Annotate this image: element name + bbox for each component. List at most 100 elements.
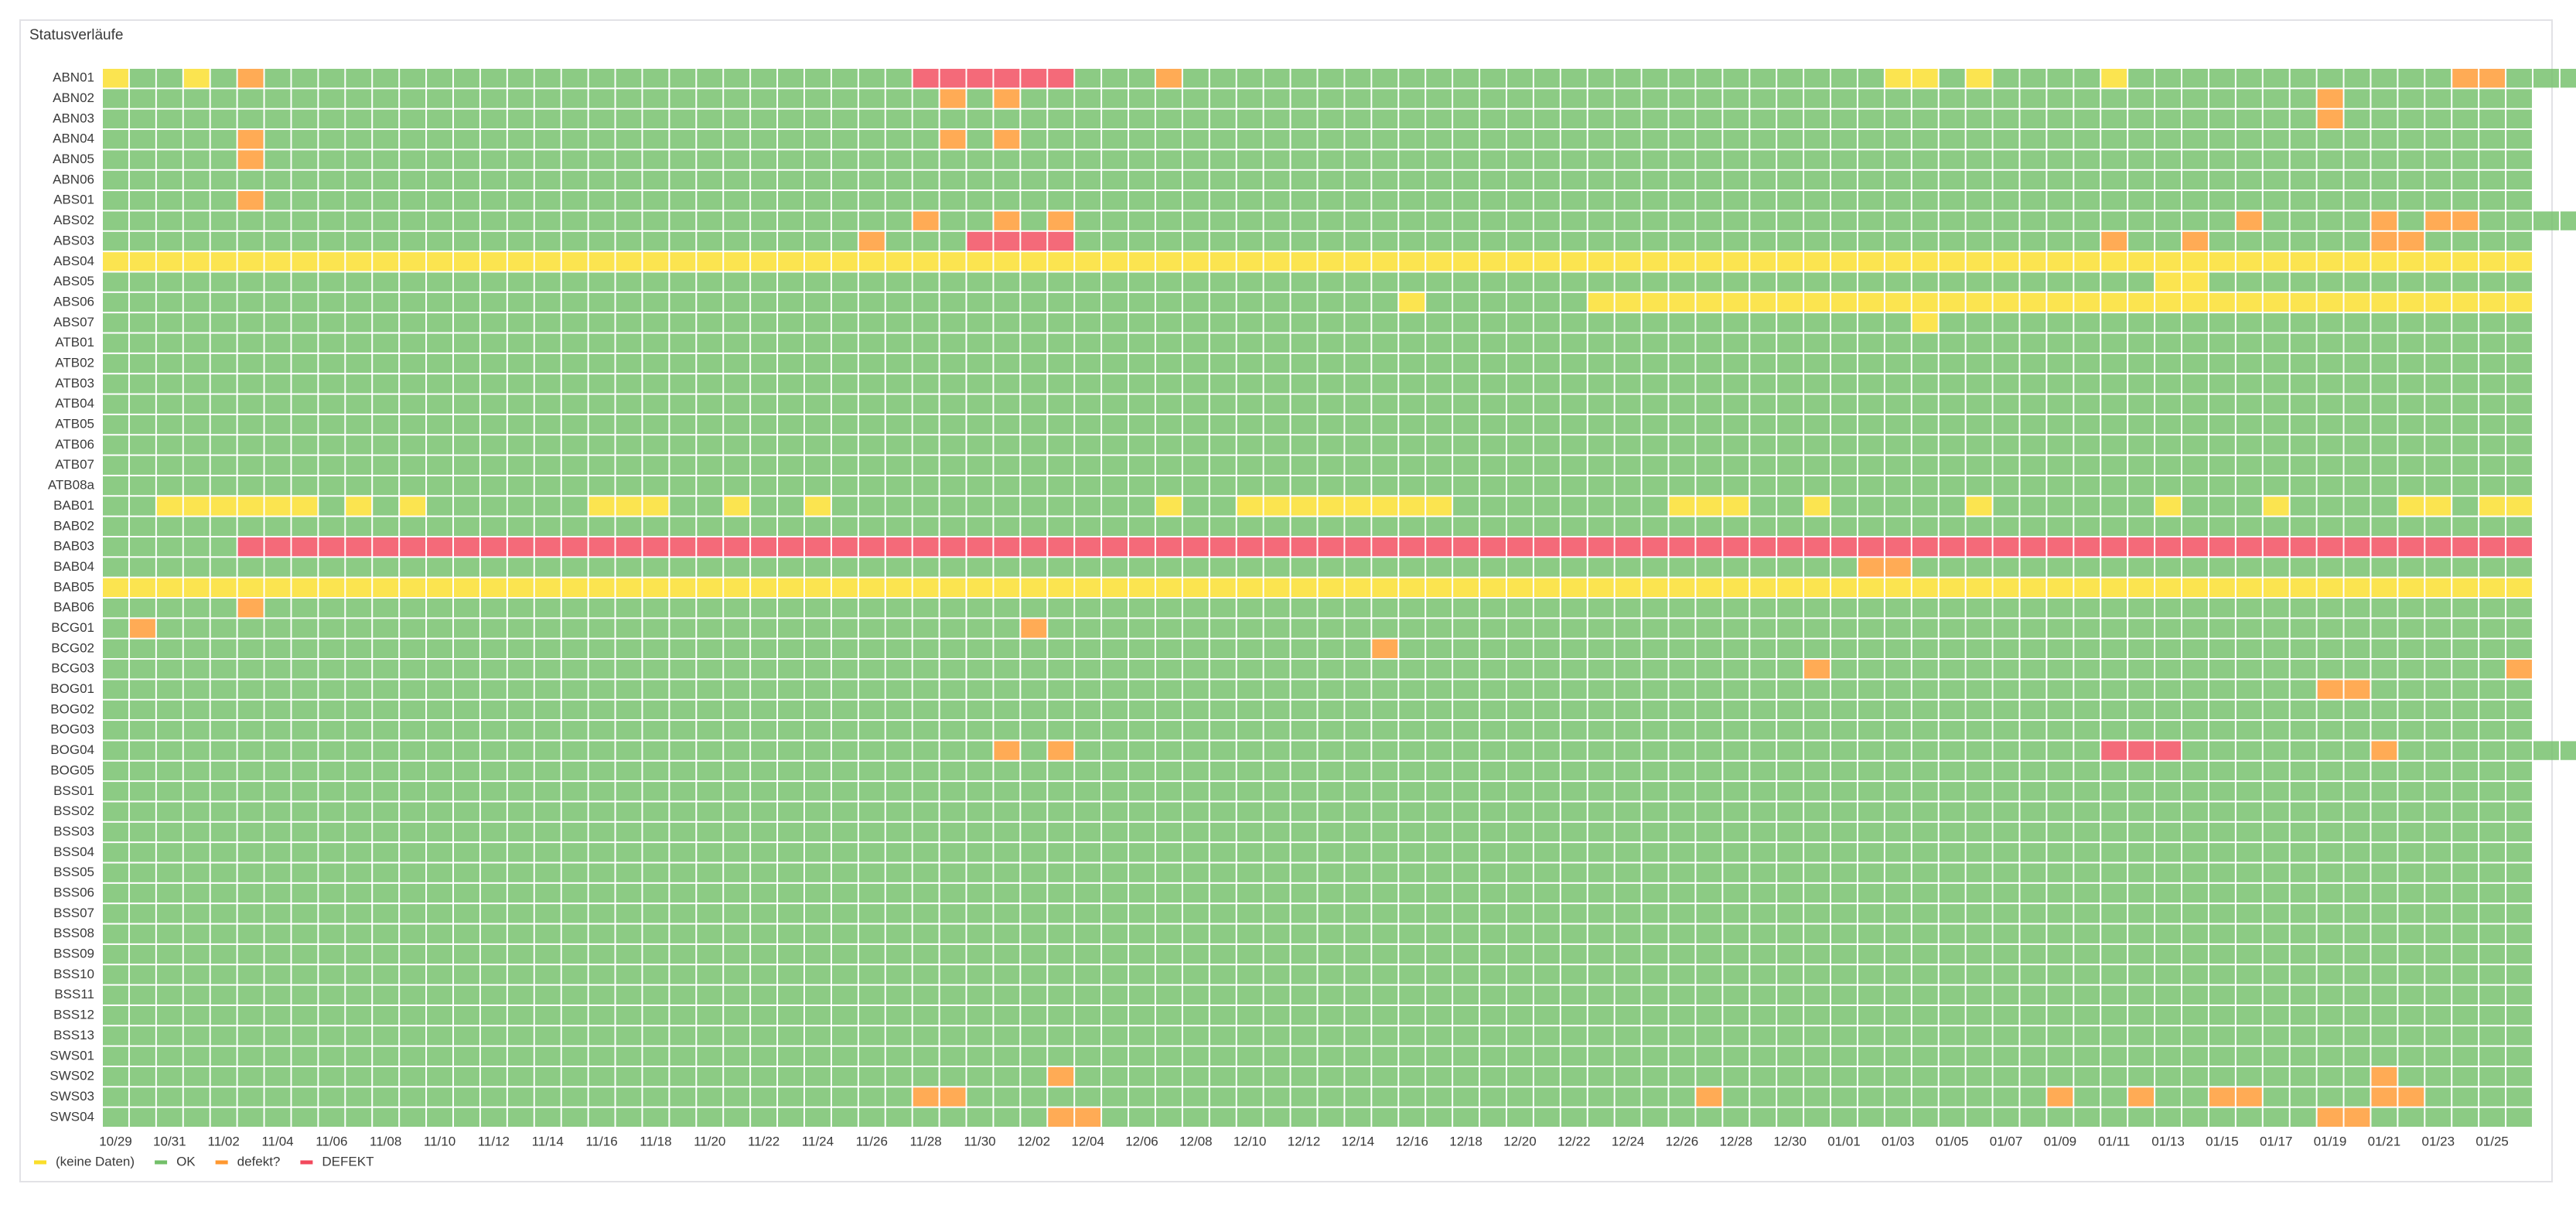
status-cell: [1831, 1005, 1857, 1025]
status-cell: [1075, 660, 1101, 679]
status-cell: [2020, 252, 2046, 271]
status-cell: [507, 1005, 534, 1025]
status-cell: [1129, 1026, 1155, 1046]
status-cell: [2290, 558, 2316, 577]
status-cell: [1318, 924, 1344, 943]
status-cell: [967, 353, 993, 374]
status-cell: [1804, 333, 1830, 353]
status-cell: [2155, 802, 2182, 821]
status-cell: [1939, 170, 1965, 190]
status-cell: [373, 496, 399, 516]
status-cell: [264, 822, 291, 842]
status-cell: [1182, 69, 1209, 88]
status-cell: [1831, 599, 1857, 618]
status-cell: [2344, 843, 2370, 862]
status-cell: [1993, 558, 2019, 577]
status-cell: [1182, 944, 1209, 964]
status-cell: [453, 660, 479, 679]
status-cell: [1588, 985, 1614, 1005]
status-cell: [400, 802, 426, 821]
status-cell: [427, 558, 452, 577]
status-cell: [1102, 130, 1128, 149]
status-cell: [237, 89, 264, 108]
status-cell: [804, 883, 831, 903]
status-cell: [697, 415, 723, 435]
status-cell: [2344, 1046, 2370, 1066]
status-cell: [1021, 69, 1047, 88]
status-cell: [103, 944, 128, 964]
status-cell: [2155, 537, 2182, 557]
status-cell: [2425, 619, 2451, 638]
status-cell: [1480, 761, 1506, 781]
status-cell: [885, 170, 912, 190]
status-cell: [1399, 1026, 1425, 1046]
status-cell: [1372, 1026, 1398, 1046]
status-cell: [2182, 822, 2208, 842]
status-cell: [373, 252, 399, 271]
status-cell: [2479, 272, 2506, 292]
status-cell: [1993, 191, 2019, 210]
status-cell: [616, 109, 642, 129]
status-cell: [2209, 822, 2235, 842]
status-cell: [697, 822, 723, 842]
status-cell: [156, 211, 183, 230]
status-cell: [453, 109, 479, 129]
status-cell: [1237, 619, 1263, 638]
status-cell: [1318, 231, 1344, 251]
status-cell: [994, 89, 1020, 108]
status-cell: [804, 170, 831, 190]
status-cell: [1831, 272, 1857, 292]
status-cell: [156, 680, 183, 699]
status-cell: [1615, 1046, 1641, 1066]
status-cell: [156, 741, 183, 760]
status-cell: [1804, 761, 1830, 781]
status-cell: [2209, 660, 2235, 679]
status-cell: [1885, 231, 1911, 251]
status-cell: [2398, 211, 2424, 230]
status-cell: [967, 924, 993, 943]
status-cell: [724, 721, 750, 740]
status-cell: [2263, 333, 2289, 353]
status-cell: [2155, 89, 2182, 108]
status-cell: [1021, 415, 1047, 435]
x-tick-label: 12/04: [1071, 1134, 1104, 1148]
status-cell: [453, 761, 479, 781]
status-cell: [2506, 843, 2532, 862]
status-cell: [2479, 599, 2506, 618]
status-cell: [1588, 231, 1614, 251]
status-cell: [373, 883, 399, 903]
status-cell: [1075, 353, 1101, 374]
status-cell: [2182, 415, 2208, 435]
status-cell: [2398, 69, 2424, 88]
status-cell: [103, 313, 128, 333]
status-cell: [1129, 883, 1155, 903]
status-cell: [2263, 802, 2289, 821]
status-cell: [1993, 944, 2019, 964]
status-cell: [1858, 741, 1884, 760]
status-cell: [2020, 660, 2046, 679]
status-cell: [940, 374, 966, 394]
status-cell: [1318, 455, 1344, 475]
status-cell: [156, 109, 183, 129]
status-cell: [1372, 660, 1398, 679]
status-cell: [210, 1026, 237, 1046]
status-cell: [427, 680, 452, 699]
status-cell: [1912, 272, 1938, 292]
status-cell: [2236, 374, 2262, 394]
status-cell: [670, 721, 696, 740]
status-cell: [2101, 802, 2127, 821]
status-cell: [1561, 517, 1587, 536]
status-cell: [1021, 191, 1047, 210]
status-cell: [1534, 415, 1560, 435]
status-cell: [2209, 292, 2235, 312]
status-cell: [778, 211, 804, 230]
status-cell: [940, 985, 966, 1005]
status-cell: [264, 231, 291, 251]
status-cell: [831, 619, 858, 638]
status-cell: [1506, 1107, 1533, 1127]
status-cell: [2263, 170, 2289, 190]
status-cell: [1426, 435, 1452, 455]
status-cell: [2263, 822, 2289, 842]
row-label: BAB06: [53, 600, 94, 615]
status-cell: [210, 1046, 237, 1066]
